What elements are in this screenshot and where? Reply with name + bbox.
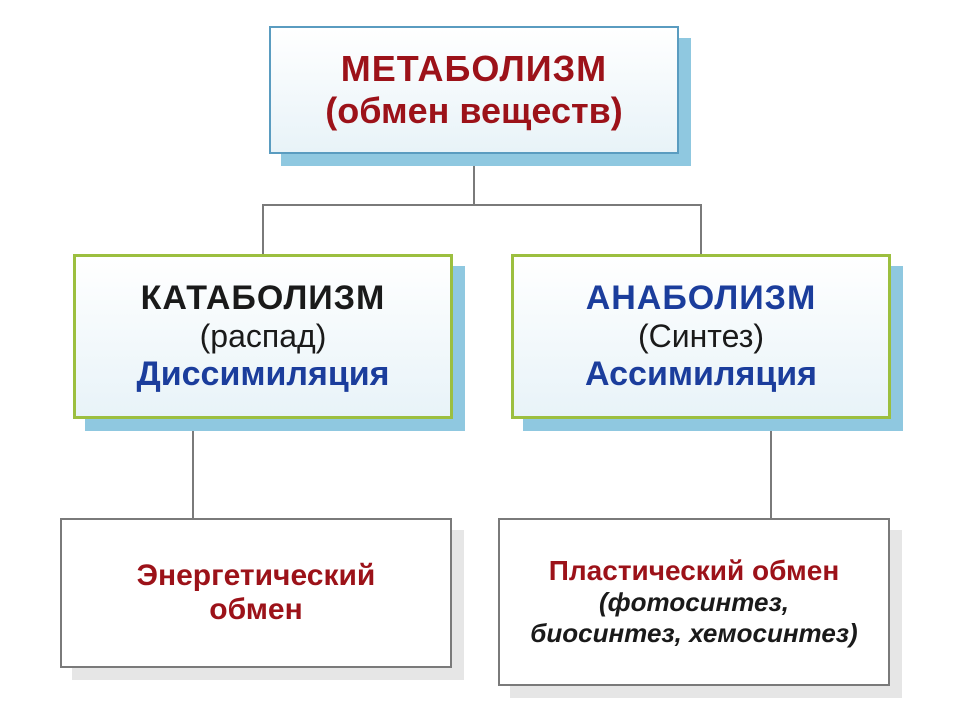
right-bot-node: Пластический обмен (фотосинтез, биосинте…: [498, 518, 890, 686]
left-bot-line2: обмен: [209, 593, 302, 627]
right-mid-line3: Ассимиляция: [585, 355, 817, 394]
right-bot-line1: Пластический обмен: [549, 555, 839, 587]
left-mid-line3: Диссимиляция: [137, 355, 390, 394]
top-node-subtitle: (обмен веществ): [325, 90, 623, 132]
left-bot-node: Энергетический обмен: [60, 518, 452, 668]
top-node-title: МЕТАБОЛИЗМ: [341, 48, 607, 90]
right-mid-line2: (Синтез): [638, 318, 764, 355]
left-mid-line2: (распад): [200, 318, 327, 355]
top-node: МЕТАБОЛИЗМ (обмен веществ): [269, 26, 679, 154]
right-bot-line2: (фотосинтез,: [599, 587, 789, 618]
right-mid-node: АНАБОЛИЗМ (Синтез) Ассимиляция: [511, 254, 891, 419]
left-bot-line1: Энергетический: [137, 559, 376, 593]
right-mid-line1: АНАБОЛИЗМ: [586, 279, 817, 318]
right-bot-line3: биосинтез, хемосинтез): [530, 618, 857, 649]
left-mid-line1: КАТАБОЛИЗМ: [141, 279, 386, 318]
left-mid-node: КАТАБОЛИЗМ (распад) Диссимиляция: [73, 254, 453, 419]
